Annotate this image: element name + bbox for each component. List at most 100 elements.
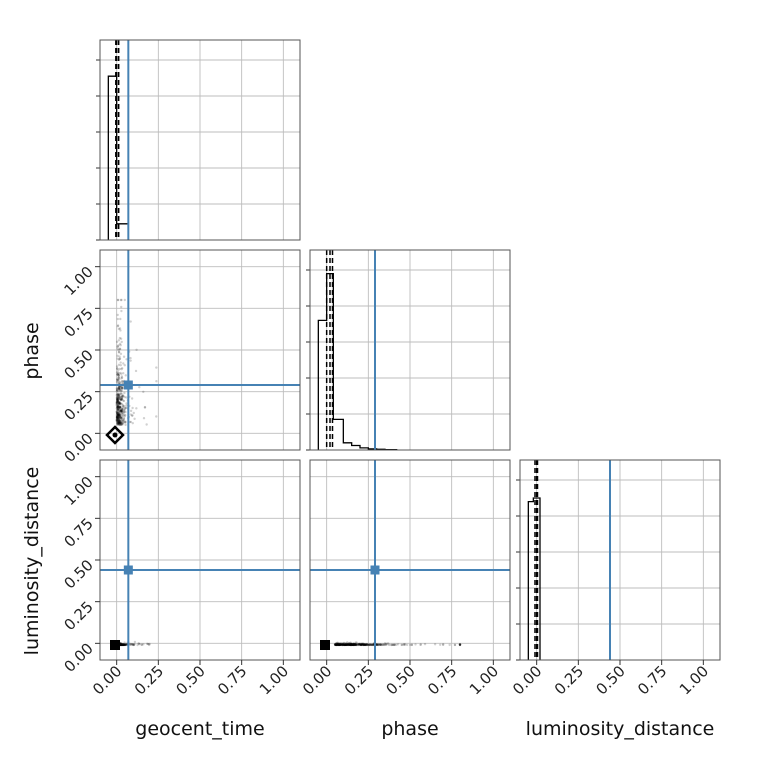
scatter-point [353, 643, 356, 646]
scatter-point [377, 642, 380, 646]
scatter-point [118, 409, 121, 412]
scatter-point [339, 643, 342, 646]
scatter-point [119, 392, 123, 395]
scatter-point [350, 643, 353, 646]
scatter-point [116, 408, 120, 412]
scatter-point [359, 643, 363, 646]
scatter-point [339, 643, 342, 646]
scatter-point [371, 643, 374, 647]
scatter-point [115, 399, 119, 402]
scatter-point [115, 400, 119, 404]
scatter-point [354, 643, 357, 646]
scatter-point [116, 423, 119, 426]
scatter-point [116, 407, 120, 410]
scatter-point [119, 406, 122, 409]
scatter-point [122, 408, 126, 411]
y-axis-label-luminosity-distance: luminosity_distance [21, 467, 43, 656]
scatter-point [117, 422, 120, 426]
scatter-point [369, 643, 372, 647]
scatter-point [116, 401, 119, 404]
scatter-point [433, 643, 437, 646]
scatter-point [115, 417, 119, 421]
scatter-point [120, 298, 123, 302]
scatter-point [341, 643, 344, 646]
scatter-point [351, 643, 355, 647]
scatter-point [342, 643, 345, 647]
scatter-point [121, 643, 125, 647]
scatter-point [116, 403, 120, 406]
scatter-point [350, 643, 353, 646]
scatter-point [357, 642, 360, 646]
scatter-point [340, 643, 344, 646]
scatter-point [115, 390, 118, 393]
scatter-point [337, 643, 341, 646]
scatter-point [121, 643, 124, 646]
scatter-point [116, 414, 120, 418]
scatter-point [338, 642, 341, 646]
scatter-point [335, 643, 338, 646]
scatter-point [359, 643, 362, 646]
scatter-point [120, 643, 123, 646]
scatter-point [335, 643, 338, 647]
scatter-point [115, 414, 119, 417]
scatter-point [338, 643, 341, 646]
scatter-point [336, 643, 339, 646]
scatter-point [119, 420, 123, 423]
scatter-point [351, 643, 355, 647]
scatter-point [118, 395, 121, 398]
scatter-point [120, 423, 123, 426]
scatter-point [128, 643, 132, 646]
scatter-point [124, 421, 127, 424]
scatter-point [119, 398, 122, 401]
scatter-point [119, 416, 123, 420]
scatter-point [335, 643, 339, 646]
scatter-point [345, 643, 348, 646]
x-axis-label-phase: phase [381, 718, 438, 740]
scatter-point [122, 643, 126, 646]
scatter-point [116, 397, 119, 401]
scatter-point [121, 419, 125, 422]
scatter-point [124, 643, 127, 646]
scatter-point [115, 401, 118, 405]
scatter-point [116, 412, 119, 415]
scatter-point [115, 410, 118, 413]
scatter-point [395, 643, 398, 646]
scatter-point [118, 420, 121, 424]
scatter-point [354, 643, 357, 647]
scatter-point [116, 406, 119, 409]
scatter-point [119, 329, 122, 332]
injection-marker [123, 565, 133, 575]
scatter-point [120, 421, 123, 425]
scatter-point [115, 401, 119, 404]
scatter-point [135, 348, 138, 352]
scatter-point [341, 643, 344, 647]
scatter-point [125, 402, 128, 405]
scatter-point [117, 413, 120, 416]
scatter-point [116, 408, 119, 411]
scatter-point [115, 416, 119, 420]
scatter-point [115, 403, 118, 406]
scatter-point [354, 642, 357, 646]
scatter-point [120, 387, 124, 390]
scatter-point [120, 397, 124, 401]
scatter-point [120, 643, 124, 646]
scatter-point [352, 642, 355, 646]
scatter-point [334, 643, 338, 646]
scatter-point [355, 643, 358, 647]
scatter-point [121, 413, 124, 416]
scatter-point [119, 398, 123, 402]
scatter-point [123, 643, 127, 646]
scatter-point [120, 415, 123, 419]
x-tick-label: 1.00 [676, 662, 712, 698]
scatter-point [341, 643, 345, 647]
scatter-point [125, 404, 128, 407]
scatter-point [117, 421, 121, 424]
scatter-point [340, 643, 343, 646]
scatter-point [124, 413, 127, 417]
scatter-point [342, 643, 345, 646]
y-tick-label: 0.75 [60, 514, 96, 550]
scatter-point [351, 643, 354, 646]
scatter-point [458, 643, 462, 646]
scatter-point [116, 408, 120, 412]
scatter-point [120, 392, 123, 396]
